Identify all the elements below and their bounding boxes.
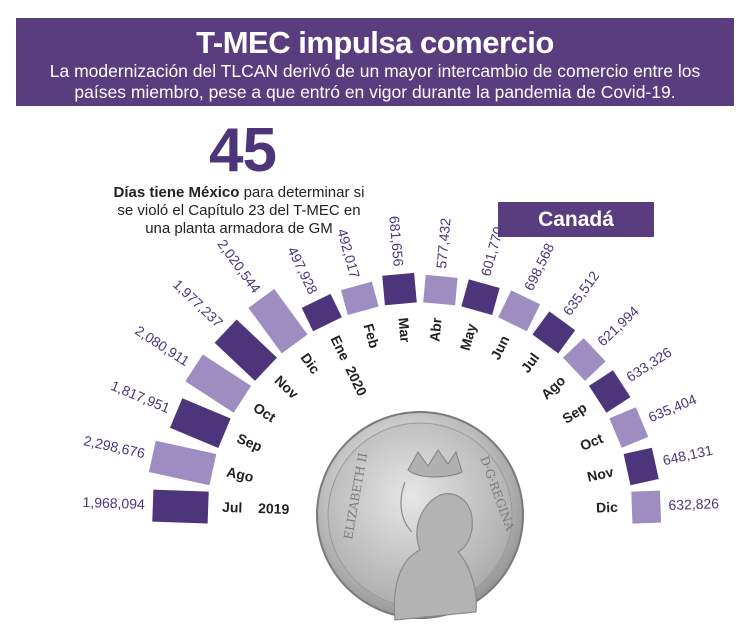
country-label: Canadá	[498, 202, 654, 237]
highlight-caption-text: para determinar si se violó el Capítulo …	[117, 184, 365, 237]
bar-dic-17	[631, 490, 662, 524]
value-label-11: 698,568	[521, 240, 558, 293]
value-label-0: 1,968,094	[82, 494, 145, 512]
bar-jul-0	[152, 489, 209, 524]
page-title: T-MEC impulsa comercio	[196, 25, 554, 60]
month-label-13: Ago	[538, 372, 569, 402]
value-label-15: 635,404	[646, 391, 699, 425]
value-label-5: 2,020,544	[214, 236, 264, 296]
month-label-17: Dic	[596, 499, 619, 516]
bar-jul-12	[532, 311, 576, 354]
year-label-2019: 2019	[258, 500, 290, 517]
value-label-12: 635,512	[559, 268, 602, 318]
bar-ene-6	[301, 293, 342, 332]
year-label-2020: 2020	[342, 363, 370, 398]
bar-oct-15	[609, 407, 649, 448]
value-label-16: 648,131	[661, 442, 714, 469]
value-label-10: 601,770	[477, 225, 506, 278]
bar-mar-8	[382, 272, 417, 306]
month-label-5: Dic	[298, 350, 324, 377]
value-label-14: 633,326	[623, 344, 674, 385]
month-label-16: Nov	[586, 463, 615, 484]
coin-image: ELIZABETH II D·G·REGINA	[316, 411, 524, 621]
value-label-7: 492,017	[334, 227, 363, 280]
value-label-9: 577,432	[433, 217, 454, 269]
month-label-7: Feb	[361, 322, 383, 350]
page-subtitle: La modernización del TLCAN derivó de un …	[49, 61, 701, 102]
month-label-1: Ago	[225, 464, 255, 485]
header-banner: T-MEC impulsa comercio La modernización …	[16, 18, 734, 106]
value-label-4: 1,977,237	[170, 276, 226, 331]
bar-nov-16	[623, 447, 659, 486]
bar-sep-14	[588, 370, 631, 413]
month-label-2: Sep	[235, 430, 265, 455]
bar-nov-4	[214, 319, 277, 381]
month-label-14: Sep	[559, 399, 589, 426]
bar-ago-1	[148, 440, 217, 486]
month-label-12: Jul	[518, 350, 543, 376]
bar-may-10	[461, 279, 500, 315]
month-label-9: Abr	[426, 316, 444, 342]
bar-jun-11	[498, 290, 541, 332]
value-label-13: 621,994	[594, 303, 642, 350]
month-label-4: Nov	[272, 372, 302, 402]
highlight-caption: Días tiene México para determinar si se …	[108, 184, 370, 238]
month-label-6: Ene	[328, 333, 354, 363]
value-label-1: 2,298,676	[82, 432, 146, 461]
month-label-10: May	[457, 322, 480, 353]
bar-sep-2	[169, 398, 231, 448]
value-label-3: 2,080,911	[132, 322, 192, 369]
bar-ago-13	[562, 338, 606, 381]
month-label-15: Oct	[578, 430, 606, 454]
month-label-3: Oct	[250, 399, 279, 425]
highlight-number: 45	[209, 116, 277, 185]
value-label-2: 1,817,951	[109, 377, 173, 416]
value-label-8: 681,656	[386, 215, 407, 267]
month-label-8: Mar	[395, 317, 413, 344]
bar-abr-9	[423, 274, 458, 306]
month-label-0: Jul	[222, 499, 243, 516]
bar-feb-7	[340, 281, 379, 316]
value-label-6: 497,928	[284, 244, 321, 297]
bar-dic-5	[248, 288, 308, 354]
value-label-17: 632,826	[668, 495, 719, 513]
bar-oct-3	[185, 354, 252, 413]
highlight-caption-bold: Días tiene México	[113, 184, 240, 201]
month-label-11: Jun	[487, 333, 512, 362]
